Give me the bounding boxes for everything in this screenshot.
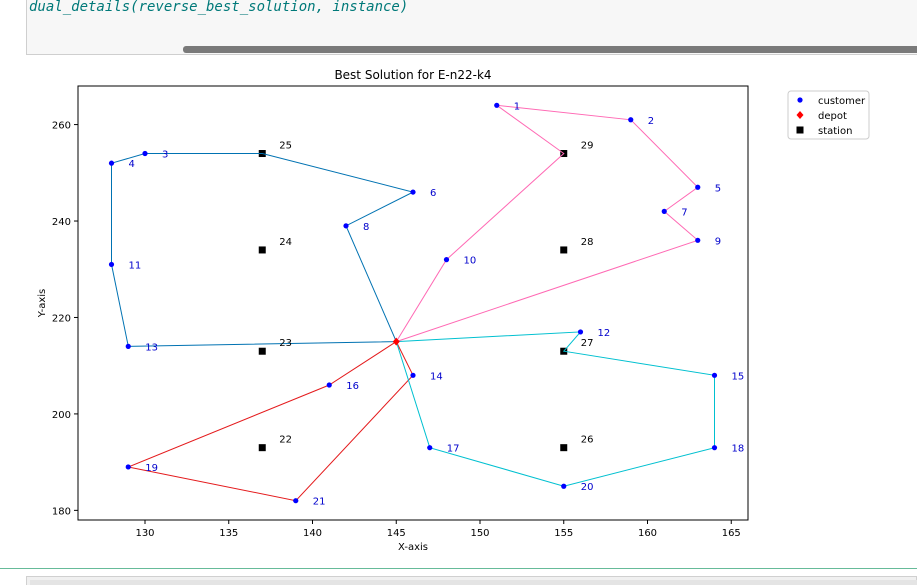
station-label: 23 — [279, 338, 292, 349]
code-line: dual_details(reverse_best_solution, inst… — [29, 0, 409, 15]
customer-label: 8 — [363, 222, 369, 233]
station-label: 27 — [581, 338, 594, 349]
customer-marker — [561, 483, 567, 489]
customer-marker — [410, 189, 416, 195]
customer-marker — [142, 150, 148, 157]
customer-marker — [711, 445, 718, 451]
code-cell[interactable]: dual_details(reverse_best_solution, inst… — [26, 0, 917, 55]
customer-label: 2 — [648, 116, 654, 127]
customer-label: 16 — [346, 381, 359, 392]
customer-marker — [108, 261, 115, 268]
customer-marker — [125, 343, 131, 349]
y-tick-label: 200 — [52, 410, 71, 421]
y-tick-label: 180 — [52, 506, 71, 517]
cell-divider — [0, 568, 917, 569]
customer-marker — [628, 117, 634, 123]
route-plot: Best Solution for E-n22-k4X-axisY-axis13… — [37, 68, 870, 553]
x-tick-label: 150 — [470, 528, 489, 539]
route-line — [395, 331, 715, 487]
next-cell-input[interactable] — [30, 580, 917, 585]
customer-marker — [427, 445, 433, 451]
customer-label: 14 — [430, 371, 443, 382]
station-label: 26 — [581, 435, 594, 446]
y-tick-label: 260 — [52, 121, 71, 132]
plot-area — [77, 85, 749, 521]
customer-label: 1 — [514, 101, 520, 112]
station-label: 22 — [279, 435, 292, 446]
customer-marker — [661, 208, 667, 214]
customer-label: 17 — [447, 444, 460, 455]
customer-marker — [326, 382, 332, 388]
x-tick-label: 160 — [638, 528, 657, 539]
customer-marker — [108, 160, 115, 166]
station-marker — [560, 444, 568, 452]
legend-box — [787, 90, 870, 140]
x-tick-label: 165 — [722, 528, 741, 539]
legend-label-customer: customer — [818, 96, 866, 107]
station-marker — [258, 347, 266, 355]
customer-marker — [343, 223, 349, 229]
customer-label: 18 — [732, 444, 745, 455]
customer-label: 3 — [162, 150, 168, 161]
customer-label: 7 — [681, 207, 687, 218]
station-marker — [258, 444, 266, 452]
route-line — [126, 341, 414, 502]
legend-marker-customer — [797, 97, 803, 103]
legend-marker-depot — [796, 111, 804, 119]
customer-marker — [695, 184, 701, 190]
customer-label: 10 — [464, 256, 477, 267]
customer-label: 6 — [430, 188, 436, 199]
station-label: 24 — [279, 237, 292, 248]
station-label: 25 — [279, 141, 292, 152]
legend-label-station: station — [818, 126, 852, 137]
x-tick-label: 140 — [303, 528, 322, 539]
station-label: 28 — [581, 237, 594, 248]
customer-label: 5 — [715, 183, 721, 194]
customer-marker — [125, 464, 131, 470]
x-tick-label: 130 — [135, 528, 154, 539]
customer-label: 4 — [129, 159, 135, 170]
x-tick-label: 145 — [387, 528, 406, 539]
station-label: 29 — [581, 141, 594, 152]
station-marker — [258, 246, 266, 254]
depot-marker — [392, 337, 400, 346]
customer-label: 19 — [145, 463, 158, 474]
customer-marker — [494, 102, 500, 108]
horizontal-scrollbar[interactable] — [183, 46, 917, 53]
x-tick-label: 155 — [554, 528, 573, 539]
x-tick-label: 135 — [219, 528, 238, 539]
customer-label: 20 — [581, 482, 594, 493]
customer-marker — [711, 372, 718, 378]
legend-marker-station — [796, 126, 804, 134]
customer-label: 12 — [598, 328, 611, 339]
customer-marker — [293, 498, 299, 504]
y-tick-label: 220 — [52, 313, 71, 324]
customer-marker — [695, 237, 701, 243]
customer-label: 21 — [313, 497, 326, 508]
customer-label: 9 — [715, 236, 721, 247]
y-axis-label: Y-axis — [37, 289, 48, 319]
chart-title: Best Solution for E-n22-k4 — [334, 68, 491, 82]
customer-marker — [577, 329, 584, 335]
customer-marker — [410, 372, 416, 378]
legend-label-depot: depot — [818, 111, 847, 122]
customer-label: 15 — [732, 371, 745, 382]
customer-marker — [443, 257, 450, 263]
customer-label: 13 — [145, 342, 158, 353]
station-marker — [560, 246, 568, 254]
y-tick-label: 240 — [52, 217, 71, 228]
x-axis-label: X-axis — [398, 542, 428, 553]
customer-label: 11 — [129, 260, 142, 271]
